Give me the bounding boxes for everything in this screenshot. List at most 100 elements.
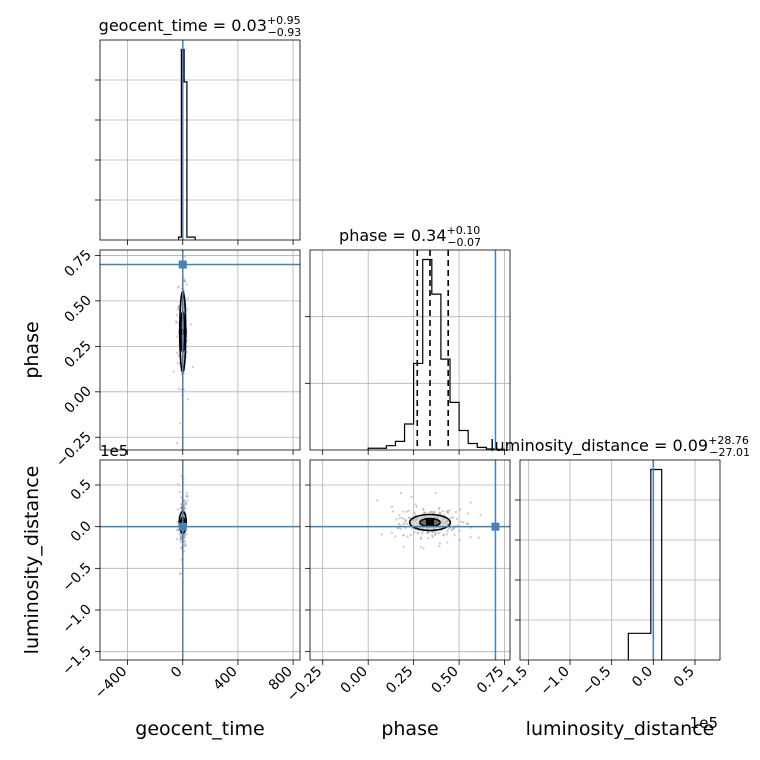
scatter-panel-phase-vs-luminosity-distance-point-233 — [402, 534, 405, 537]
scatter-panel-geocent-time-vs-luminosity-distance-frame — [99, 459, 301, 661]
offset-text-luminosity-distance-y: 1e5 — [100, 442, 128, 460]
scatter-panel-phase-vs-luminosity-distance-point-106 — [422, 547, 425, 550]
scatter-panel-phase-vs-luminosity-distance-density-peak — [426, 519, 434, 526]
scatter-panel-phase-vs-luminosity-distance: −0.25 0.00 0.25 0.50 0.75 — [284, 459, 511, 705]
scatter-panel-geocent-time-vs-luminosity-distance-point-103 — [179, 539, 182, 542]
scatter-panel-geocent-time-vs-luminosity-distance-point-115 — [175, 538, 179, 541]
scatter-panel-geocent-time-vs-luminosity-distance-xtick-label-1: 0 — [168, 664, 186, 682]
scatter-panel-geocent-time-vs-luminosity-distance-xtick-label-2: 400 — [211, 664, 241, 694]
scatter-panel-geocent-time-vs-phase-ytick-label-3: 0.50 — [61, 292, 94, 325]
scatter-panel-geocent-time-vs-phase-ytick-label-2: 0.25 — [61, 338, 94, 371]
scatter-panel-geocent-time-vs-luminosity-distance-point-85 — [176, 508, 179, 511]
scatter-panel-geocent-time-vs-phase-point-190 — [176, 335, 179, 338]
scatter-panel-phase-vs-luminosity-distance-point-30 — [448, 509, 451, 512]
scatter-panel-phase-vs-luminosity-distance-point-174 — [451, 516, 455, 519]
hist-panel-luminosity-distance-frame — [519, 459, 721, 661]
scatter-panel-phase-vs-luminosity-distance-point-45 — [459, 508, 462, 511]
scatter-panel-phase-vs-luminosity-distance-point-204 — [438, 506, 441, 510]
scatter-panel-phase-vs-luminosity-distance-point-252 — [420, 537, 423, 541]
scatter-panel-geocent-time-vs-luminosity-distance-point-10 — [186, 499, 189, 502]
scatter-panel-phase-vs-luminosity-distance-point-32 — [455, 517, 458, 521]
scatter-panel-phase-vs-luminosity-distance-xtick-label-2: 0.25 — [383, 664, 416, 697]
scatter-panel-phase-vs-luminosity-distance-point-85 — [469, 501, 472, 504]
scatter-panel-phase-vs-luminosity-distance-point-235 — [462, 521, 465, 524]
scatter-panel-phase-vs-luminosity-distance-contour-outer — [408, 513, 452, 532]
scatter-panel-geocent-time-vs-luminosity-distance-ytick-label-1: −1.0 — [59, 602, 94, 637]
scatter-panel-geocent-time-vs-phase-point-15 — [186, 307, 189, 310]
scatter-panel-geocent-time-vs-luminosity-distance-point-110 — [185, 491, 188, 495]
hist-panel-luminosity-distance-xtick-label-2: −0.5 — [579, 664, 614, 699]
scatter-panel-phase-vs-luminosity-distance-point-120 — [427, 537, 430, 540]
scatter-panel-phase-vs-luminosity-distance-point-203 — [437, 532, 440, 535]
scatter-panel-phase-vs-luminosity-distance-point-40 — [394, 535, 397, 538]
scatter-panel-geocent-time-vs-luminosity-distance-point-235 — [178, 490, 181, 493]
ylabel-phase: phase — [21, 321, 43, 378]
scatter-panel-phase-vs-luminosity-distance-point-100 — [397, 522, 401, 526]
scatter-panel-geocent-time-vs-phase-point-30 — [185, 283, 188, 286]
scatter-panel-phase-vs-luminosity-distance-point-255 — [395, 518, 398, 521]
scatter-panel-phase-vs-luminosity-distance-point-210 — [438, 544, 441, 548]
scatter-panel-geocent-time-vs-phase-truth-marker — [178, 260, 187, 269]
scatter-panel-phase-vs-luminosity-distance-point-214 — [422, 508, 425, 512]
scatter-panel-geocent-time-vs-phase-point-240 — [172, 370, 175, 373]
scatter-panel-phase-vs-luminosity-distance-point-151 — [441, 509, 445, 513]
scatter-panel-phase-vs-luminosity-distance-point-244 — [433, 510, 436, 513]
scatter-panel-phase-vs-luminosity-distance-point-223 — [406, 535, 409, 538]
hist-panel-geocent-time-step — [178, 48, 196, 240]
offset-text-luminosity-distance-x: 1e5 — [690, 714, 718, 732]
scatter-panel-phase-vs-luminosity-distance-point-240 — [403, 518, 406, 521]
scatter-panel-geocent-time-vs-phase-frame — [99, 249, 301, 451]
scatter-panel-phase-vs-luminosity-distance-point-230 — [401, 516, 404, 520]
scatter-panel-phase-vs-luminosity-distance-point-119 — [465, 522, 469, 525]
scatter-panel-geocent-time-vs-phase-point-75 — [186, 297, 190, 300]
scatter-panel-geocent-time-vs-luminosity-distance-point-25 — [176, 528, 179, 531]
scatter-panel-phase-vs-luminosity-distance-point-35 — [391, 510, 395, 513]
scatter-panel-phase-vs-luminosity-distance-point-186 — [435, 531, 438, 534]
scatter-panel-phase-vs-luminosity-distance-point-23 — [467, 512, 470, 515]
scatter-panel-phase-vs-luminosity-distance-point-175 — [413, 531, 416, 534]
scatter-panel-geocent-time-vs-phase-point-180 — [186, 398, 189, 401]
scatter-panel-phase-vs-luminosity-distance-point-155 — [414, 503, 417, 506]
scatter-panel-phase-vs-luminosity-distance-point-250 — [399, 491, 403, 495]
hist-panel-luminosity-distance-step — [627, 468, 663, 660]
scatter-panel-geocent-time-vs-phase-ytick-label-4: 0.75 — [61, 247, 94, 280]
scatter-panel-phase-vs-luminosity-distance-point-60 — [434, 492, 437, 495]
scatter-panel-geocent-time-vs-phase-point-205 — [176, 351, 179, 355]
scatter-panel-geocent-time-vs-luminosity-distance-ytick-label-0: −1.5 — [59, 643, 94, 678]
scatter-panel-geocent-time-vs-luminosity-distance-point-182 — [184, 501, 187, 504]
scatter-panel-phase-vs-luminosity-distance-point-68 — [430, 534, 434, 537]
scatter-panel-phase-vs-luminosity-distance-point-130 — [409, 534, 412, 537]
hist-panel-luminosity-distance-title: luminosity_distance = 0.09+28.76 −27.01 — [490, 434, 750, 459]
scatter-panel-geocent-time-vs-luminosity-distance-point-72 — [180, 541, 183, 544]
scatter-panel-phase-vs-luminosity-distance-point-197 — [430, 510, 433, 513]
hist-panel-geocent-time-frame — [99, 39, 301, 241]
scatter-panel-phase-vs-luminosity-distance-truth-marker — [491, 522, 500, 531]
scatter-panel-phase-vs-luminosity-distance-point-134 — [402, 523, 405, 526]
scatter-panel-phase-vs-luminosity-distance-point-81 — [399, 527, 403, 531]
scatter-panel-geocent-time-vs-phase-point-165 — [176, 286, 179, 289]
scatter-panel-phase-vs-luminosity-distance-point-50 — [446, 530, 449, 533]
scatter-panel-geocent-time-vs-luminosity-distance-point-105 — [185, 503, 188, 506]
hist-panel-luminosity-distance-xtick-label-1: −1.0 — [537, 664, 572, 699]
scatter-panel-phase-vs-luminosity-distance-point-253 — [414, 514, 417, 517]
scatter-panel-phase-vs-luminosity-distance-point-125 — [453, 533, 456, 536]
scatter-panel-phase-vs-luminosity-distance-point-12 — [405, 510, 408, 513]
scatter-panel-phase-vs-luminosity-distance-point-16 — [406, 522, 409, 526]
scatter-panel-phase-vs-luminosity-distance-point-152 — [404, 526, 407, 530]
scatter-panel-geocent-time-vs-luminosity-distance-truth-marker — [178, 522, 187, 531]
scatter-panel-geocent-time-vs-phase-point-258 — [183, 279, 187, 283]
scatter-panel-geocent-time-vs-phase-ytick-label-1: 0.00 — [61, 383, 94, 416]
scatter-panel-phase-vs-luminosity-distance-point-135 — [376, 499, 379, 502]
scatter-panel-phase-vs-luminosity-distance-point-213 — [422, 511, 426, 514]
xlabel-phase: phase — [381, 718, 438, 740]
scatter-panel-phase-vs-luminosity-distance-point-15 — [402, 545, 405, 548]
scatter-panel-phase-vs-luminosity-distance-xtick-label-3: 0.50 — [429, 664, 462, 697]
scatter-panel-phase-vs-luminosity-distance-point-47 — [450, 516, 453, 519]
hist-panel-phase: phase = 0.34+0.10 −0.07 — [305, 224, 511, 455]
scatter-panel-phase-vs-luminosity-distance-point-128 — [413, 511, 416, 514]
scatter-panel-geocent-time-vs-luminosity-distance-point-190 — [180, 496, 183, 499]
scatter-panel-geocent-time-vs-phase-point-179 — [179, 422, 182, 425]
scatter-panel-phase-vs-luminosity-distance-point-123 — [398, 517, 401, 520]
scatter-panel-geocent-time-vs-phase-point-225 — [177, 354, 180, 357]
scatter-panel-phase-vs-luminosity-distance-point-39 — [421, 530, 425, 533]
